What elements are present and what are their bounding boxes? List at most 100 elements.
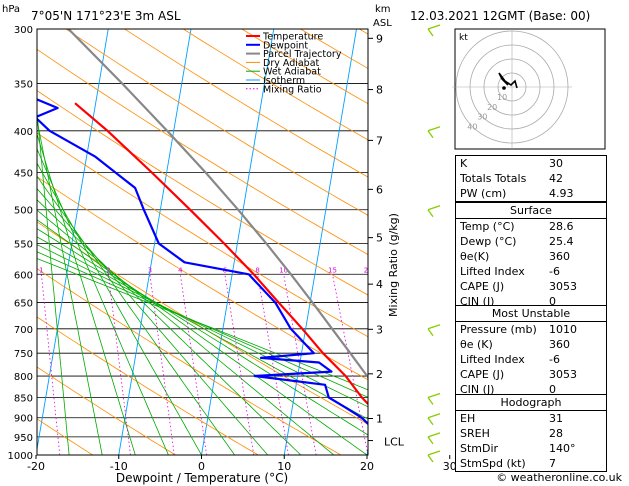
- hodo-row: StmDir 140°: [460, 442, 576, 455]
- hodo-row: StmSpd (kt) 7: [460, 457, 556, 470]
- asl-label: ASL: [373, 18, 392, 29]
- wind-barb-staff: [427, 205, 441, 211]
- surface-row: CIN (J) 0: [460, 295, 556, 308]
- isotherm-line: [37, 29, 109, 452]
- hodo-row: SREH 28: [460, 427, 563, 440]
- wind-barb-staff: [427, 24, 441, 30]
- mixing-ratio-label: 3: [148, 266, 152, 274]
- pressure-tick-label: 750: [14, 349, 33, 360]
- pressure-tick-label: 500: [14, 206, 33, 217]
- wind-barb-flag: [427, 130, 434, 139]
- wet-adiabat: [37, 251, 368, 398]
- dry-adiabat: [37, 316, 259, 455]
- wet-adiabat: [37, 162, 202, 455]
- index-row-k: K 30: [460, 157, 563, 170]
- most-unstable-box: Most Unstable Pressure (mb) 1010 θe (K) 36…: [455, 305, 607, 398]
- lcl-label: LCL: [384, 436, 405, 449]
- wind-barb-flag: [427, 209, 434, 218]
- pressure-tick-label: 850: [14, 393, 33, 404]
- mu-row: CAPE (J) 3053: [460, 368, 577, 381]
- legend-label: Temperature: [262, 32, 323, 43]
- hodograph-ring-label: 20: [487, 103, 497, 112]
- wet-adiabat: [37, 132, 136, 455]
- mixing-ratio-label: 15: [328, 266, 337, 274]
- wet-adiabat: [37, 148, 169, 455]
- dry-adiabat: [37, 366, 176, 455]
- dry-adiabat: [124, 29, 368, 178]
- hodograph-ring-label: 10: [497, 93, 507, 102]
- surface-box: Surface Temp (°C) 28.6 Dewp (°C) 25.4 θe(K…: [455, 202, 607, 310]
- mu-row: Lifted Index -6: [460, 353, 560, 366]
- wet-adiabat: [37, 236, 368, 420]
- x-tick-label: 0: [198, 460, 205, 473]
- wind-barb-flag: [427, 454, 434, 463]
- mixing-ratio-line: [257, 274, 289, 455]
- hodo-row: EH 31: [460, 412, 563, 425]
- hodograph-unit-label: kt: [459, 33, 468, 43]
- wet-adiabat: [37, 108, 70, 455]
- mu-row: CIN (J) 0: [460, 383, 556, 396]
- pressure-tick-label: 450: [14, 168, 33, 179]
- pressure-tick-label: 700: [14, 325, 33, 336]
- isotherm-line: [201, 29, 275, 455]
- wet-adiabat: [37, 244, 368, 408]
- mixing-ratio-label: 4: [178, 266, 183, 274]
- km-tick-label: 4: [376, 278, 383, 291]
- km-tick-label: 6: [376, 183, 383, 196]
- legend-label: Mixing Ratio: [263, 84, 322, 95]
- location-title: 7°05'N 171°23'E 3m ASL: [31, 9, 181, 23]
- index-row-pw: PW (cm) 4.93: [460, 187, 574, 200]
- wet-adiabat: [37, 228, 368, 436]
- pressure-tick-label: 1000: [8, 451, 33, 462]
- legend-label: Dry Adiabat: [263, 58, 320, 69]
- km-tick-label: 7: [376, 134, 383, 147]
- mixing-ratio-line: [397, 274, 437, 455]
- x-tick-label: -20: [27, 460, 45, 473]
- wet-adiabat: [37, 258, 368, 391]
- mixing-ratio-label: 10: [279, 266, 288, 274]
- km-tick-label: 3: [376, 323, 383, 336]
- dry-adiabat: [37, 221, 368, 425]
- index-row-totals: Totals Totals 42: [460, 172, 563, 185]
- mixing-ratio-line: [332, 274, 368, 455]
- km-tick-label: 9: [376, 32, 383, 45]
- dry-adiabat: [65, 29, 368, 216]
- surface-row: Temp (°C) 28.6: [460, 220, 574, 233]
- surface-row: CAPE (J) 3053: [460, 280, 577, 293]
- hodograph-title: Hodograph: [456, 395, 606, 411]
- wind-barb-staff: [427, 324, 441, 330]
- wind-barb-staff: [427, 432, 441, 438]
- mixing-ratio-label: 8: [255, 266, 259, 274]
- surface-row: θe(K) 360: [460, 250, 570, 263]
- hodograph-trace: [498, 72, 518, 89]
- pressure-tick-label: 400: [14, 127, 33, 138]
- mu-row: Pressure (mb) 1010: [460, 323, 577, 336]
- hodograph-ring-label: 30: [477, 113, 487, 122]
- temperature-line: [74, 102, 368, 406]
- dry-adiabat: [37, 48, 368, 256]
- x-axis-label: Dewpoint / Temperature (°C): [116, 471, 288, 485]
- hodograph-stats-box: Hodograph EH 31 SREH 28 StmDir 140° StmSpd …: [455, 394, 607, 472]
- pressure-tick-label: 600: [14, 270, 33, 281]
- pressure-tick-label: 800: [14, 372, 33, 383]
- legend-label: Dewpoint: [263, 40, 308, 51]
- pressure-tick-label: 350: [14, 80, 33, 91]
- wet-adiabat: [37, 117, 103, 455]
- mixing-ratio-line: [283, 274, 317, 455]
- wind-barb-staff: [427, 413, 441, 419]
- dry-adiabat: [37, 132, 368, 338]
- parcel-trajectory-line: [67, 29, 368, 380]
- plot-frame: [36, 28, 369, 456]
- mixing-ratio-label: 1: [39, 266, 43, 274]
- dry-adiabat: [37, 176, 368, 381]
- km-label: km: [375, 4, 391, 15]
- dry-adiabat: [37, 90, 368, 296]
- x-tick-label: -10: [110, 460, 128, 473]
- most-unstable-title: Most Unstable: [456, 306, 606, 322]
- wet-adiabat: [37, 175, 235, 455]
- km-tick-label: 1: [376, 413, 383, 426]
- surface-row: Lifted Index -6: [460, 265, 560, 278]
- isotherm-line: [615, 29, 629, 455]
- x-tick-label: 20: [360, 460, 374, 473]
